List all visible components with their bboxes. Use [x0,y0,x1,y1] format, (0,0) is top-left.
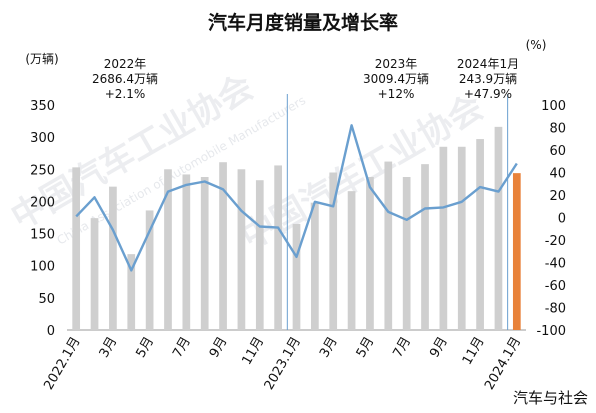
y-left-tick-5: 250 [30,163,55,178]
x-tick-2: 3月 [97,335,121,361]
bar-4 [145,210,154,330]
bar-10 [255,180,264,330]
bar-9 [237,169,246,330]
bar-0 [72,167,81,330]
bar-18 [402,177,411,330]
bar-15 [347,191,356,330]
y-left-tick-0: 0 [47,324,55,339]
x-tick-20: 9月 [427,335,451,361]
y-right-tick-3: -40 [545,257,566,272]
year-dividers [286,94,509,330]
bar-19 [421,164,429,330]
bars [72,126,521,330]
y-right-tick-9: 80 [549,122,566,137]
annotation-0-line-1: 2686.4万辆 [92,72,158,86]
x-tick-8: 9月 [207,335,231,361]
bar-1 [90,218,99,330]
x-tick-24: 2024.1月 [482,335,524,393]
bar-12 [292,223,301,330]
annotation-2-line-2: +47.9% [464,87,512,101]
x-tick-4: 5月 [133,335,157,361]
annotation-0-line-0: 2022年 [104,57,147,71]
bar-14 [329,172,338,330]
x-tick-10: 11月 [239,335,267,368]
y-left-tick-4: 200 [30,195,55,210]
y-right-unit: (%) [526,38,547,52]
chart-title: 汽车月度销量及增长率 [208,11,398,34]
growth-line-path [75,124,518,272]
annotation-1-line-0: 2023年 [375,57,418,71]
y-left-tick-6: 300 [30,131,55,146]
annotation-2-line-0: 2024年1月 [457,57,519,71]
y-left-tick-1: 50 [38,292,55,307]
annotation-0-line-2: +2.1% [105,87,146,101]
y-left-tick-2: 100 [30,260,55,275]
bar-24 [512,173,521,330]
bar-13 [311,202,319,330]
x-tick-6: 7月 [170,335,194,361]
annotation-1-line-2: +12% [378,87,415,101]
bar-17 [384,161,393,330]
y-left-tick-3: 150 [30,228,55,243]
y-right-tick-8: 60 [549,144,566,159]
y-right-tick-1: -80 [545,302,566,317]
bar-5 [164,169,172,330]
footer-source: 汽车与社会 [513,389,588,407]
x-tick-22: 11月 [460,334,488,367]
bar-8 [219,162,227,330]
bar-2 [109,186,117,330]
bar-3 [127,254,136,330]
bar-11 [274,165,282,330]
bar-16 [366,177,374,330]
y-right-tick-0: -100 [536,324,566,339]
y-left-unit: (万辆) [25,52,58,66]
bar-7 [200,177,209,330]
x-tick-18: 7月 [390,335,414,361]
y-right-tick-7: 40 [549,167,566,182]
x-tick-14: 3月 [317,335,341,361]
bar-22 [476,139,484,330]
annotation-1-line-1: 3009.4万辆 [363,72,429,86]
y-right-tick-6: 20 [549,189,566,204]
annotation-2-line-1: 243.9万辆 [459,72,517,86]
x-tick-16: 5月 [354,335,378,361]
x-tick-12: 2023.1月 [262,335,304,393]
growth-line [75,124,518,272]
y-right-tick-5: 0 [558,212,566,227]
bar-6 [182,174,191,330]
y-left-tick-7: 350 [30,99,55,114]
x-tick-0: 2022.1月 [41,335,83,393]
y-right-tick-2: -60 [545,279,566,294]
bar-21 [457,146,466,330]
bar-20 [439,146,448,330]
y-right-tick-10: 100 [541,99,566,114]
bar-23 [494,126,503,330]
y-right-tick-4: -20 [545,234,566,249]
